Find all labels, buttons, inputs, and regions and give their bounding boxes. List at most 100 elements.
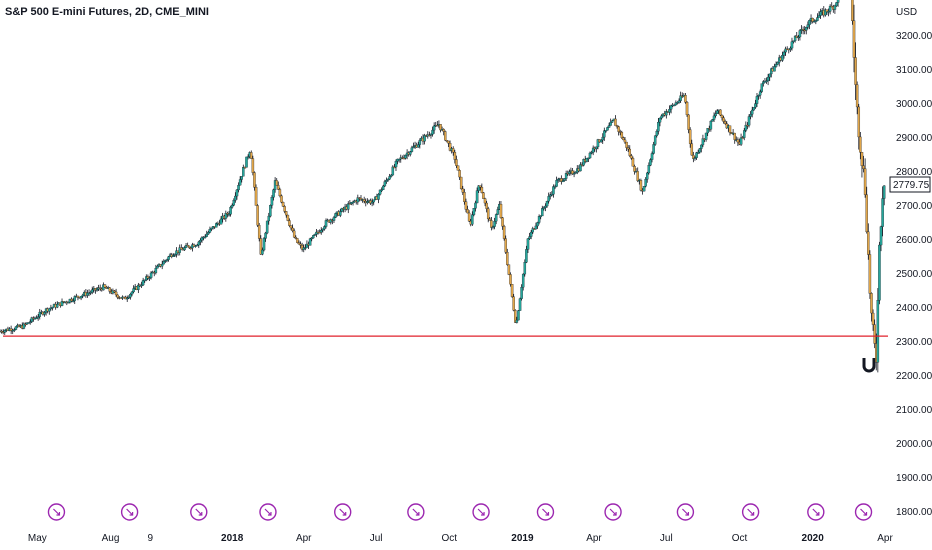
candle xyxy=(180,244,183,250)
candle xyxy=(747,114,751,128)
candle xyxy=(714,110,717,118)
candle xyxy=(262,237,266,252)
event-marker-icon[interactable] xyxy=(536,503,555,521)
candle xyxy=(758,89,762,99)
candle xyxy=(709,120,713,132)
event-marker-icon[interactable] xyxy=(334,503,352,521)
candle xyxy=(215,222,218,228)
candle xyxy=(867,223,870,260)
candle xyxy=(793,35,797,43)
candle xyxy=(148,276,151,282)
event-marker-icon[interactable] xyxy=(407,503,425,521)
candle xyxy=(429,133,433,139)
candle xyxy=(603,127,606,141)
candle xyxy=(130,291,134,297)
time-axis[interactable]: May Aug 9 2018 Apr Jul Oct 2019 Apr Jul Oct 2020 Apr xyxy=(28,533,894,544)
candle xyxy=(164,259,167,263)
event-marker-icon[interactable] xyxy=(807,503,825,521)
candle xyxy=(560,175,563,185)
x-tick-label: May xyxy=(28,533,47,544)
candle xyxy=(380,187,383,193)
candle xyxy=(652,141,655,155)
candle xyxy=(30,316,34,324)
event-marker-icon[interactable] xyxy=(741,503,760,521)
candle xyxy=(94,287,97,294)
candle xyxy=(739,133,743,147)
candle xyxy=(240,176,243,183)
candle xyxy=(746,122,749,130)
event-marker-icon[interactable] xyxy=(472,503,490,521)
candle xyxy=(409,151,412,157)
candles-layer xyxy=(0,0,886,373)
candle xyxy=(140,281,143,289)
x-tick-label: Aug xyxy=(102,533,120,544)
candle xyxy=(494,213,498,225)
candle xyxy=(229,205,232,217)
candle xyxy=(334,212,337,219)
candle xyxy=(474,200,477,212)
candle xyxy=(372,199,375,206)
event-marker-icon[interactable] xyxy=(190,503,208,521)
candle xyxy=(882,185,886,206)
magnet-icon[interactable] xyxy=(862,358,876,373)
candle xyxy=(816,13,819,22)
candle xyxy=(542,206,546,211)
candle xyxy=(485,200,488,213)
candle xyxy=(653,135,657,146)
candle xyxy=(35,315,38,320)
candle xyxy=(723,119,727,125)
candle xyxy=(555,176,558,187)
candle xyxy=(73,295,76,305)
candle xyxy=(805,26,808,35)
price-axis[interactable]: USD 3200.00 3100.00 3000.00 2900.00 2800.00 2… xyxy=(896,7,932,518)
candle xyxy=(851,0,854,25)
candle xyxy=(878,241,881,305)
candle xyxy=(529,230,533,240)
candle xyxy=(633,164,636,175)
candle xyxy=(808,19,811,30)
candle xyxy=(267,212,271,225)
candle xyxy=(253,171,256,191)
x-tick-label: 2018 xyxy=(221,533,244,544)
candle xyxy=(523,259,527,277)
candle xyxy=(442,128,445,136)
candle xyxy=(488,217,492,221)
x-tick-label: Apr xyxy=(296,533,312,544)
candle xyxy=(862,155,865,173)
candle xyxy=(860,151,864,178)
candle xyxy=(36,314,40,321)
candle xyxy=(397,158,401,163)
candle xyxy=(501,216,504,230)
y-tick-label: 2500.00 xyxy=(896,269,932,280)
candle xyxy=(674,100,678,106)
candle xyxy=(525,245,528,264)
candle xyxy=(711,119,714,122)
candle xyxy=(359,195,363,202)
event-marker-icon[interactable] xyxy=(854,503,873,521)
y-tick-label: 2400.00 xyxy=(896,303,932,314)
candle xyxy=(776,61,779,65)
candle xyxy=(183,246,186,252)
candle xyxy=(402,154,406,160)
candle xyxy=(156,264,159,269)
candle xyxy=(504,235,507,254)
candle xyxy=(744,121,748,133)
event-marker-icon[interactable] xyxy=(259,503,277,521)
event-marker-icon[interactable] xyxy=(120,503,139,521)
candle xyxy=(588,151,592,159)
candle xyxy=(445,140,449,143)
candle xyxy=(502,224,506,241)
candle xyxy=(790,37,794,51)
candle xyxy=(531,226,534,235)
candle xyxy=(472,208,476,217)
candle xyxy=(754,99,757,109)
event-marker-icon[interactable] xyxy=(47,503,66,521)
candle xyxy=(227,211,231,217)
event-marker-icon[interactable] xyxy=(676,503,695,521)
candle xyxy=(389,174,393,178)
candle xyxy=(186,242,189,247)
candle xyxy=(677,98,681,104)
event-marker-icon[interactable] xyxy=(604,503,622,521)
candle xyxy=(762,80,765,87)
